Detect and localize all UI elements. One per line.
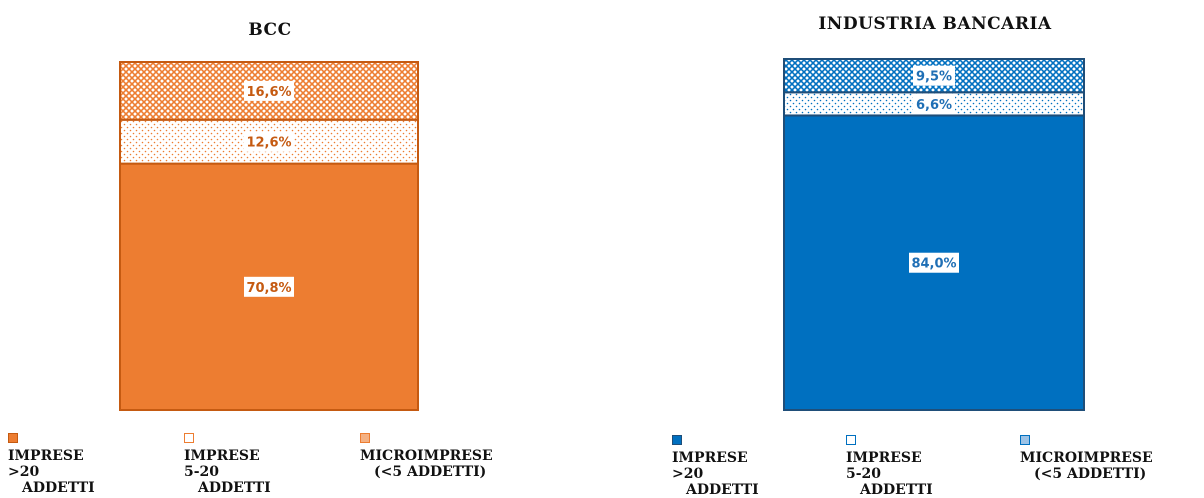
legend-label-line2: ADDETTI xyxy=(198,480,271,496)
legend-swatch-solid xyxy=(672,435,682,445)
legend-swatch-crosshatch xyxy=(360,433,370,443)
legend-label-line2: ADDETTI xyxy=(22,480,95,496)
legend-swatch-dots xyxy=(846,435,856,445)
legend-item-mid-firms: IMPRESE 5-20 ADDETTI xyxy=(846,434,933,498)
chart-panel-industria-bancaria: INDUSTRIA BANCARIA 84,0% 6,6% 9,5% IMPRESE… xyxy=(672,14,1153,498)
legend-label-line2: ADDETTI xyxy=(686,482,759,498)
svg-text:6,6%: 6,6% xyxy=(916,98,952,113)
svg-text:16,6%: 16,6% xyxy=(246,85,291,100)
legend-item-large-firms: IMPRESE >20 ADDETTI xyxy=(672,434,759,498)
data-label: 12,6% xyxy=(244,131,294,152)
data-label: 70,8% xyxy=(244,276,294,297)
svg-text:70,8%: 70,8% xyxy=(246,281,291,296)
legend-label: MICROIMPRESE xyxy=(360,448,493,464)
chart-title: INDUSTRIA BANCARIA xyxy=(818,14,1052,34)
legend-label-line2: (<5 ADDETTI) xyxy=(1034,466,1147,482)
stacked-bar-chart-industria-bancaria: 84,0% 6,6% 9,5% xyxy=(783,58,1085,411)
legend-label-line2: ADDETTI xyxy=(860,482,933,498)
data-label: 16,6% xyxy=(244,80,294,101)
data-label: 9,5% xyxy=(913,65,955,86)
svg-text:9,5%: 9,5% xyxy=(916,70,952,85)
legend-label: IMPRESE 5-20 xyxy=(846,450,922,482)
legend-label: MICROIMPRESE xyxy=(1020,450,1153,466)
stacked-bar-chart-bcc: 70,8% 12,6% 16,6% xyxy=(119,61,419,411)
legend-swatch-dots xyxy=(184,433,194,443)
chart-title: BCC xyxy=(248,20,292,40)
legend-swatch-crosshatch xyxy=(1020,435,1030,445)
chart-panel-bcc: BCC 70,8% 12,6% 16,6% IMPRESE >20 ADDETTI … xyxy=(0,0,600,496)
legend-swatch-solid xyxy=(8,433,18,443)
legend-item-micro-firms: MICROIMPRESE (<5 ADDETTI) xyxy=(1020,434,1153,482)
data-label: 6,6% xyxy=(913,93,955,114)
data-label: 84,0% xyxy=(909,252,959,273)
svg-text:12,6%: 12,6% xyxy=(246,136,291,151)
svg-text:84,0%: 84,0% xyxy=(911,257,956,272)
legend-label: IMPRESE >20 xyxy=(672,450,748,482)
